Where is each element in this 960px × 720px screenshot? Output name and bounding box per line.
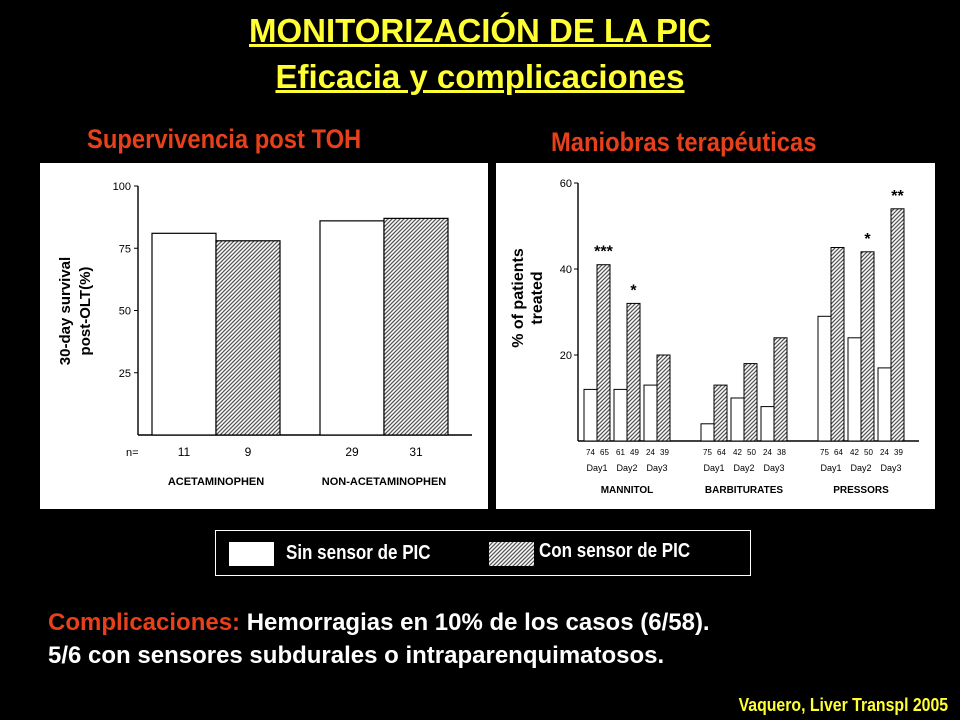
bar-without-sensor [151, 232, 217, 436]
bar-with-sensor [713, 384, 728, 442]
n-value: 39 [894, 448, 903, 457]
right-chart-heading: Maniobras terapéuticas [551, 127, 817, 157]
y-axis-label: % of patients treated [510, 248, 546, 348]
y-tick-label: 75 [119, 243, 131, 255]
group-label: PRESSORS [833, 485, 889, 496]
n-value: 74 [586, 448, 595, 457]
bar-without-sensor [817, 315, 832, 442]
reference-citation: Vaquero, Liver Transpl 2005 [738, 695, 948, 715]
y-axis-label: 30-day survival post-OLT(%) [57, 257, 94, 365]
n-value: 24 [763, 448, 772, 457]
n-value: 11 [178, 445, 191, 459]
slide-subtitle: Eficacia y complicaciones [275, 58, 685, 95]
legend-label-without-sensor: Sin sensor de PIC [286, 542, 431, 564]
day-label: Day3 [646, 463, 667, 473]
bar-without-sensor [730, 397, 745, 442]
n-value: 42 [850, 448, 859, 457]
n-value: 65 [600, 448, 609, 457]
complications-detail: Hemorragias en 10% de los casos (6/58). [246, 609, 710, 636]
n-value: 50 [864, 448, 873, 457]
bar-without-sensor [319, 220, 385, 436]
chart-legend: Sin sensor de PIC Con sensor de PIC [215, 530, 751, 576]
n-value: 64 [717, 448, 726, 457]
n-label: n= [126, 447, 139, 459]
bar-without-sensor [700, 423, 715, 442]
day-label: Day1 [820, 463, 841, 473]
y-tick-label: 60 [560, 178, 572, 190]
n-value: 75 [820, 448, 829, 457]
n-value: 24 [880, 448, 889, 457]
bar-without-sensor [877, 367, 892, 442]
survival-chart: 25 50 75 100 30-day survival post-OLT(%) n= 11 9… [57, 181, 472, 488]
bar-without-sensor [583, 388, 598, 442]
bar-with-sensor [743, 363, 758, 442]
bar-with-sensor [860, 251, 875, 442]
complications-text: Complicaciones: Hemorragias en 10% de lo… [48, 606, 710, 672]
group-label: NON-ACETAMINOPHEN [322, 476, 447, 488]
day-label: Day2 [850, 463, 871, 473]
day-label: Day3 [880, 463, 901, 473]
n-value: 31 [409, 445, 423, 459]
day-label: Day2 [733, 463, 754, 473]
n-value: 75 [703, 448, 712, 457]
n-value: 29 [345, 445, 359, 459]
legend-label-with-sensor: Con sensor de PIC [539, 540, 691, 562]
bar-without-sensor [760, 406, 775, 442]
slide-title: MONITORIZACIÓN DE LA PIC [249, 12, 711, 49]
y-axis-label-line: treated [529, 271, 546, 324]
group-label: MANNITOL [601, 485, 654, 496]
n-value: 64 [834, 448, 843, 457]
left-chart-heading: Supervivencia post TOH [87, 124, 362, 154]
day-label: Day3 [763, 463, 784, 473]
group-label: BARBITURATES [705, 485, 783, 496]
n-value: 39 [660, 448, 669, 457]
y-axis-label-line: 30-day survival [57, 257, 74, 365]
day-label: Day1 [703, 463, 724, 473]
bar-without-sensor [613, 388, 628, 442]
legend-swatch-without-sensor [229, 542, 274, 566]
complications-line-2: 5/6 con sensores subdurales o intraparen… [48, 642, 665, 669]
survival-chart-panel: 25 50 75 100 30-day survival post-OLT(%) n= 11 9… [40, 163, 488, 509]
y-axis-label-line: % of patients [510, 248, 527, 348]
n-value: 50 [747, 448, 756, 457]
y-axis-label-line: post-OLT(%) [77, 267, 94, 356]
bar-without-sensor [847, 337, 862, 442]
y-tick-label: 25 [119, 368, 131, 380]
bar-with-sensor [626, 302, 641, 442]
n-value: 49 [630, 448, 639, 457]
complications-line-1: Complicaciones: Hemorragias en 10% de lo… [48, 606, 710, 639]
y-tick-label: 100 [113, 181, 131, 193]
bar-with-sensor [830, 247, 845, 442]
n-value: 9 [245, 445, 252, 459]
n-value: 24 [646, 448, 655, 457]
significance-marker: *** [594, 244, 613, 261]
bar-with-sensor [656, 354, 671, 442]
bar-without-sensor [643, 384, 658, 442]
bar-with-sensor [596, 264, 611, 442]
n-value: 61 [616, 448, 625, 457]
day-label: Day1 [586, 463, 607, 473]
legend-swatch-with-sensor [489, 542, 534, 566]
significance-marker: * [864, 231, 871, 248]
treatment-chart-panel: 20 40 60% of patients treated 74 65 Day1 *** 61 4… [496, 163, 935, 509]
bar-with-sensor [383, 217, 449, 436]
y-tick-label: 50 [119, 306, 131, 318]
bar-with-sensor [773, 337, 788, 442]
n-value: 42 [733, 448, 742, 457]
n-value: 38 [777, 448, 786, 457]
y-tick-label: 40 [560, 264, 572, 276]
complications-label: Complicaciones: [48, 609, 241, 636]
significance-marker: ** [891, 188, 904, 205]
group-label: ACETAMINOPHEN [168, 476, 264, 488]
bar-with-sensor [890, 208, 905, 442]
significance-marker: * [630, 282, 637, 299]
y-tick-label: 20 [560, 350, 572, 362]
bar-with-sensor [215, 240, 281, 436]
day-label: Day2 [616, 463, 637, 473]
